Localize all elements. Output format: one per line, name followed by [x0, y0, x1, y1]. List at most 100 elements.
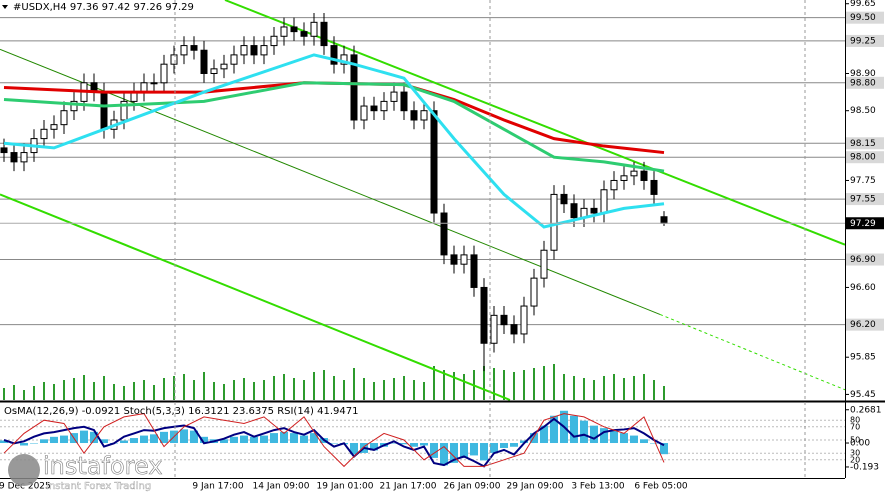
- y-tick-label: 0.2681: [850, 405, 882, 415]
- candle-body: [200, 49, 208, 74]
- candle-body: [600, 189, 608, 214]
- x-tick-label: 29 Jan 09:00: [507, 482, 564, 492]
- osma-bar: [60, 435, 68, 444]
- candle-body: [300, 31, 308, 37]
- candle-body: [250, 45, 258, 56]
- candle-body: [10, 152, 18, 163]
- candle-body: [570, 203, 578, 219]
- osma-bar: [500, 443, 508, 448]
- candle-body: [180, 45, 188, 56]
- candle-body: [20, 152, 28, 163]
- level-label: 96.90: [850, 255, 876, 265]
- candle-body: [450, 254, 458, 265]
- watermark: instaforex Instant Forex Trading: [8, 452, 163, 492]
- osma-bar: [30, 443, 38, 444]
- osma-bar: [650, 443, 658, 444]
- osma-bar: [300, 435, 308, 444]
- candle-body: [420, 110, 428, 121]
- candle-body: [170, 54, 178, 65]
- y-tick-label: 97.75: [850, 176, 876, 186]
- x-tick-label: 14 Jan 09:00: [253, 482, 310, 492]
- osma-bar: [660, 443, 668, 455]
- stoch-line: [3, 413, 665, 468]
- osma-bar: [90, 431, 98, 444]
- level-label: 98.80: [850, 78, 876, 88]
- osma-bar: [190, 430, 198, 444]
- brand: instaforex: [43, 452, 163, 480]
- osma-bar: [420, 443, 428, 446]
- osma-bar: [20, 443, 28, 446]
- osma-bar: [40, 439, 48, 444]
- osma-bar: [230, 436, 238, 444]
- moving-average: [3, 53, 665, 229]
- osma-bar: [200, 436, 208, 444]
- candle-body: [480, 286, 488, 344]
- x-tick-label: 29 Dec 2025: [0, 482, 51, 492]
- y2-tick-label: 30: [850, 449, 860, 458]
- level-box: [846, 11, 884, 24]
- candle-body: [160, 63, 168, 84]
- candle-body: [340, 54, 348, 65]
- candle-body: [150, 82, 158, 85]
- osma-bar: [130, 438, 138, 444]
- osma-bar: [240, 435, 248, 444]
- osma-bar: [160, 431, 168, 444]
- level-box: [846, 253, 884, 266]
- osma-bar: [350, 443, 358, 455]
- candle-body: [70, 100, 78, 112]
- trendline: [0, 193, 511, 401]
- slogan: Instant Forex Trading: [46, 481, 151, 492]
- osma-bar: [410, 443, 418, 447]
- candle-body: [310, 21, 318, 37]
- last-price-label: 97.29: [850, 219, 876, 229]
- candle-body: [360, 105, 368, 121]
- osma-bar: [100, 439, 108, 444]
- osma-bar: [310, 433, 318, 444]
- candle-body: [100, 91, 108, 130]
- candle-body: [120, 100, 128, 121]
- y-tick-label: 0.00: [850, 439, 870, 449]
- menu-arrow: [2, 5, 8, 9]
- candle-body: [240, 45, 248, 56]
- level-label: 98.00: [850, 153, 876, 163]
- osma-bar: [610, 430, 618, 444]
- trendline: [224, 0, 846, 246]
- candle-body: [330, 45, 338, 65]
- osma-bar: [440, 443, 448, 466]
- osma-bar: [590, 425, 598, 444]
- level-box: [846, 151, 884, 164]
- osma-bar: [330, 443, 338, 444]
- candle-body: [560, 193, 568, 205]
- x-tick-label: 21 Jan 17:00: [380, 482, 437, 492]
- osma-bar: [140, 435, 148, 444]
- osma-bar: [270, 433, 278, 444]
- x-tick-label: 19 Jan 01:00: [317, 482, 374, 492]
- osma-bar: [0, 440, 8, 444]
- level-box: [846, 137, 884, 150]
- level-label: 96.20: [850, 320, 876, 330]
- level-box: [846, 318, 884, 331]
- y2-tick-label: 80: [850, 416, 860, 425]
- osma-bar: [250, 436, 258, 444]
- candle-body: [650, 179, 658, 195]
- osma-bar: [220, 439, 228, 444]
- osma-bar: [540, 425, 548, 444]
- candle-body: [440, 212, 448, 256]
- level-box: [846, 34, 884, 47]
- y-tick-label: 95.45: [850, 390, 876, 400]
- candle-body: [190, 45, 198, 51]
- osma-bar: [430, 443, 438, 458]
- osma-bar: [180, 429, 188, 444]
- x-tick-label: 9 Jan 17:00: [192, 482, 244, 492]
- y-tick-label: 96.60: [850, 283, 876, 293]
- candle-body: [380, 100, 388, 112]
- candle-body: [350, 54, 358, 121]
- candle-body: [520, 305, 528, 335]
- y-tick-label: 98.90: [850, 69, 876, 79]
- candle-body: [230, 54, 238, 65]
- osma-bar: [510, 443, 518, 447]
- candle-body: [630, 170, 638, 177]
- candle-body: [590, 207, 598, 214]
